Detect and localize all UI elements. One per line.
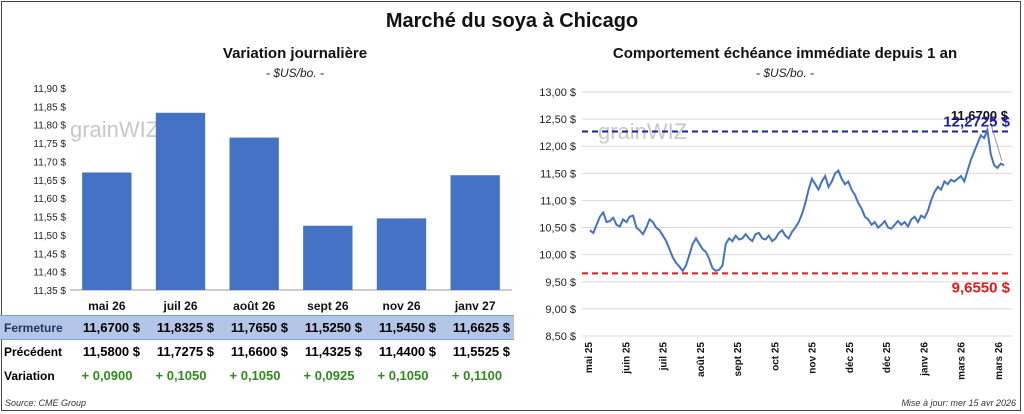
table-row-precedent: Précédent 11,5800 $ 11,7275 $ 11,6600 $ …: [0, 340, 514, 364]
last-value-label: 11,6700 $: [951, 108, 1009, 123]
source-note: Source: CME Group: [5, 398, 87, 408]
line-chart-unit: - $US/bo. -: [755, 66, 815, 80]
table-cell: 11,7650 $: [218, 315, 292, 340]
y-tick-label: 10,50 $: [539, 223, 576, 235]
table-cell: 11,5250 $: [292, 315, 366, 340]
bar-chart-title: Variation journalière: [222, 45, 368, 62]
table-cell: 11,5525 $: [452, 344, 510, 360]
y-tick-label: 11,50 $: [540, 168, 576, 180]
x-tick-label: sept 26: [307, 299, 349, 313]
annotation-leader: [989, 120, 1003, 162]
y-tick-label: 11,75 $: [33, 139, 66, 150]
table-cell: + 0,0900: [81, 368, 133, 383]
x-tick-label: juil 26: [162, 299, 197, 313]
x-tick-label: mars 26: [994, 342, 1005, 380]
table-row-variation: Variation + 0,0900 + 0,1050 + 0,1050 + 0…: [0, 364, 514, 388]
table-cell: 11,5800 $: [82, 344, 140, 360]
x-tick-label: janv 26: [919, 342, 930, 377]
y-tick-label: 11,80 $: [33, 121, 66, 132]
table-cell: + 0,1050: [377, 368, 429, 383]
table-row-fermeture: Fermeture 11,6700 $ 11,8325 $ 11,7650 $ …: [0, 315, 514, 340]
table-cell: 11,5450 $: [366, 315, 440, 340]
y-tick-label: 11,60 $: [33, 194, 66, 205]
y-tick-label: 11,40 $: [33, 268, 66, 279]
x-tick-label: sept 25: [733, 342, 744, 377]
y-tick-label: 11,45 $: [33, 249, 66, 260]
low-line-label: 9,6550 $: [952, 279, 1011, 296]
table-cell: 11,6700 $: [70, 315, 144, 340]
table-cell: + 0,0925: [303, 368, 355, 383]
y-tick-label: 11,35 $: [33, 286, 66, 297]
table-cell: + 0,1050: [229, 368, 281, 383]
y-tick-label: 11,00 $: [540, 195, 576, 207]
bar-chart-unit: - $US/bo. -: [265, 66, 325, 80]
y-tick-label: 10,00 $: [539, 250, 576, 262]
table-cell: 11,6600 $: [230, 344, 288, 360]
table-cell: 11,6625 $: [440, 315, 514, 340]
x-tick-label: nov 25: [808, 342, 819, 374]
x-tick-label: déc 25: [845, 342, 856, 374]
bar: [229, 137, 279, 290]
bar: [303, 225, 353, 290]
x-tick-label: mai 26: [88, 299, 126, 313]
x-tick-label: janv 27: [454, 299, 496, 313]
x-tick-label: oct 25: [770, 342, 781, 371]
watermark: grainWIZ: [70, 117, 159, 142]
x-tick-label: juil 25: [659, 342, 670, 372]
row-label: Fermeture: [0, 315, 70, 340]
bar: [450, 175, 500, 290]
update-note: Mise à jour: mer 15 avr 2026: [901, 398, 1016, 408]
y-tick-label: 11,55 $: [33, 213, 66, 224]
y-tick-label: 13,00 $: [539, 87, 576, 99]
y-tick-label: 9,50 $: [545, 277, 576, 289]
x-tick-label: mai 25: [584, 342, 595, 374]
y-tick-label: 11,50 $: [33, 231, 66, 242]
x-tick-label: mars 26: [957, 342, 968, 380]
y-tick-label: 8,50 $: [545, 331, 576, 343]
row-label: Variation: [4, 368, 55, 383]
y-tick-label: 11,70 $: [33, 157, 66, 168]
y-tick-label: 11,90 $: [33, 84, 66, 95]
table-cell: + 0,1050: [155, 368, 207, 383]
y-tick-label: 11,65 $: [33, 176, 66, 187]
bar: [82, 172, 132, 290]
table-cell: 11,4325 $: [304, 344, 362, 360]
y-tick-label: 9,00 $: [545, 304, 576, 316]
table-cell: 11,8325 $: [144, 315, 218, 340]
price-table: Fermeture 11,6700 $ 11,8325 $ 11,7650 $ …: [0, 315, 514, 388]
x-tick-label: nov 26: [382, 299, 420, 313]
line-chart-title: Comportement échéance immédiate depuis 1…: [612, 45, 958, 62]
table-cell: + 0,1100: [451, 368, 503, 383]
page-title: Marché du soya à Chicago: [385, 10, 639, 32]
x-tick-label: août 25: [696, 342, 707, 377]
y-tick-label: 12,50 $: [539, 114, 576, 126]
x-tick-label: août 26: [233, 299, 275, 313]
high-line-label: 12,2725 $: [943, 113, 1010, 130]
bar: [376, 218, 427, 290]
price-line: [589, 126, 1005, 273]
x-tick-label: juin 25: [621, 342, 632, 375]
row-label: Précédent: [4, 344, 63, 359]
y-tick-label: 12,00 $: [539, 141, 576, 153]
y-tick-label: 11,85 $: [33, 102, 66, 113]
bar: [155, 112, 206, 290]
x-tick-label: déc 25: [882, 342, 893, 374]
table-cell: 11,7275 $: [156, 344, 214, 360]
table-cell: 11,4400 $: [378, 344, 436, 360]
